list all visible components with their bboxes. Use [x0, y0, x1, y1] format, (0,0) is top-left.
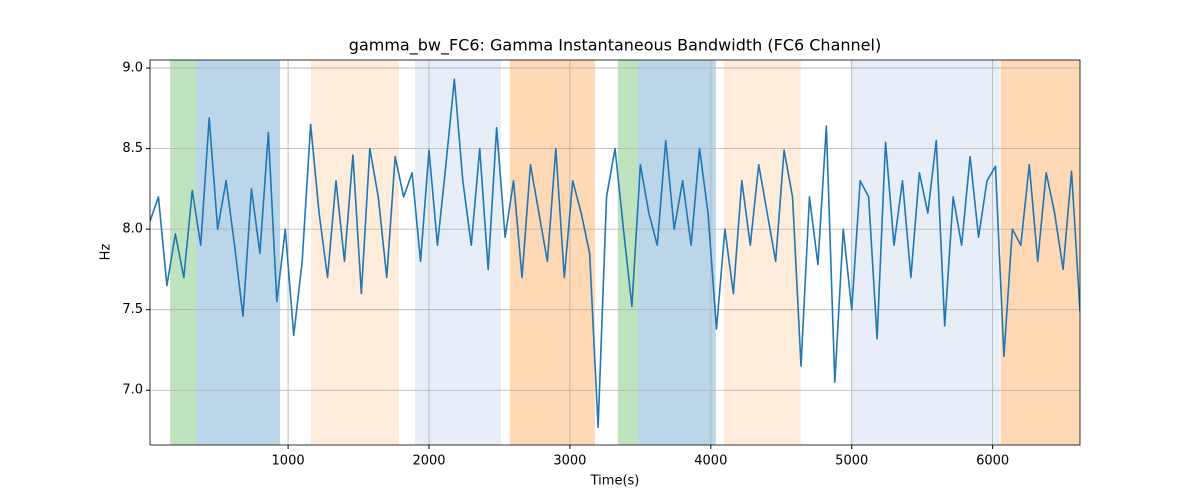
line	[150, 78, 1080, 429]
y-tick-label: 7.5	[122, 302, 143, 317]
y-tick-label: 9.0	[122, 61, 143, 76]
x-axis-label: Time(s)	[590, 474, 640, 489]
x-tick-label: 4000	[694, 454, 727, 469]
span	[1000, 60, 1080, 445]
x-tick-label: 6000	[976, 454, 1009, 469]
x-tick-label: 1000	[272, 454, 305, 469]
span	[170, 60, 197, 445]
span	[617, 60, 638, 445]
plot-frame	[149, 59, 1081, 446]
span	[509, 60, 595, 445]
x-tick-label: 2000	[412, 454, 445, 469]
chart-title: gamma_bw_FC6: Gamma Instantaneous Bandwi…	[349, 36, 881, 56]
span	[723, 60, 801, 445]
x-tick-label: 3000	[553, 454, 586, 469]
y-tick-label: 7.0	[122, 383, 143, 398]
y-tick-label: 8.5	[122, 141, 143, 156]
span	[637, 60, 716, 445]
y-axis-label: Hz	[99, 244, 114, 261]
span	[850, 60, 1000, 445]
x-tick-label: 5000	[835, 454, 868, 469]
y-tick-label: 8.0	[122, 222, 143, 237]
